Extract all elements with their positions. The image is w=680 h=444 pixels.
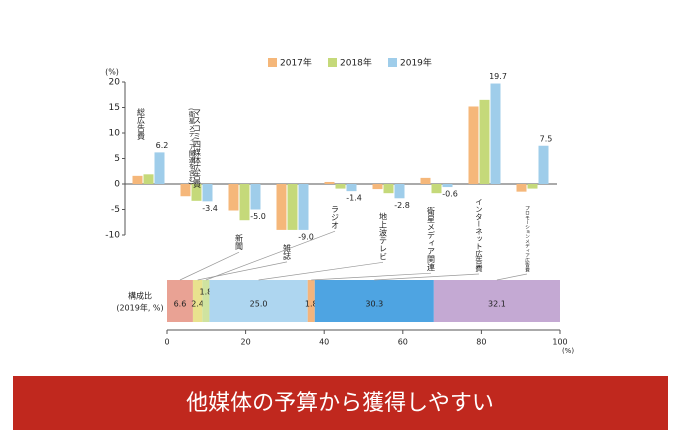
banner-text: 他媒体の予算から獲得しやすい (186, 391, 494, 416)
bar (468, 106, 479, 184)
bar (383, 184, 394, 194)
y-unit: (%) (105, 68, 119, 77)
bar (372, 184, 383, 190)
legend-swatch (268, 58, 277, 67)
connector (311, 272, 432, 281)
bar (420, 177, 431, 184)
bar (479, 99, 490, 184)
value-label: 19.7 (489, 72, 507, 81)
connector (374, 273, 480, 281)
bar (442, 184, 453, 188)
bar (228, 184, 239, 211)
value-label: -9.0 (298, 232, 314, 241)
segment-label: 30.3 (365, 300, 383, 309)
connector (179, 251, 240, 281)
value-label: -0.6 (442, 190, 458, 199)
legend-swatch (388, 58, 397, 67)
banner (13, 376, 668, 430)
x-tick-label: 100 (552, 338, 567, 347)
segment-label: 6.6 (174, 300, 187, 309)
connector (205, 230, 336, 281)
segment-label: 1.8 (305, 300, 318, 309)
connector (258, 261, 384, 281)
legend-label: 2017年 (280, 57, 312, 69)
bar (324, 181, 335, 184)
bar (527, 184, 538, 189)
y-tick-label: -5 (111, 205, 120, 215)
bar (298, 184, 309, 230)
category-label: 衛星メディア関連 (427, 206, 436, 272)
value-label: 7.5 (540, 134, 553, 143)
segment-label: 25.0 (250, 300, 268, 309)
y-label: 構成比 (128, 291, 152, 301)
annotation: (衛星メディア関連を含む) (187, 108, 195, 185)
x-tick-label: 20 (241, 338, 251, 347)
bar (154, 152, 165, 184)
bar (202, 184, 213, 202)
category-label: マスコミ四媒体広告費 (193, 108, 202, 189)
value-label: -3.4 (202, 204, 218, 213)
segment (202, 280, 210, 322)
x-tick-label: 80 (476, 338, 486, 347)
x-unit: (%) (562, 347, 574, 355)
legend-label: 2019年 (400, 57, 432, 69)
x-tick-label: 0 (164, 338, 169, 347)
bar (180, 184, 191, 197)
bar (490, 83, 501, 184)
category-label: 雑誌 (283, 243, 292, 260)
y-tick-label: 10 (109, 129, 121, 139)
y-tick-label: 0 (114, 180, 120, 190)
connector (496, 273, 528, 281)
connector (197, 261, 288, 281)
category-label: プロモーションメディア広告費 (525, 206, 530, 274)
value-label: -2.8 (394, 201, 410, 210)
segment-label: 32.1 (488, 300, 506, 309)
value-label: -1.4 (346, 194, 362, 203)
bar (335, 184, 346, 189)
bar (143, 174, 154, 184)
y-label: (2019年, %) (116, 303, 163, 313)
category-label: 地上波テレビ (379, 211, 388, 260)
bar (394, 184, 405, 199)
value-label: 6.2 (156, 141, 169, 150)
bar (431, 184, 442, 194)
segment (314, 280, 434, 322)
legend-swatch (328, 58, 337, 67)
bar (346, 184, 357, 192)
segment (433, 280, 560, 322)
bar (538, 145, 549, 184)
bar (276, 184, 287, 230)
legend-label: 2018年 (340, 57, 372, 69)
x-tick-label: 40 (319, 338, 329, 347)
y-tick-label: 15 (109, 103, 120, 113)
category-label: インターネット広告費 (475, 198, 484, 273)
bar (191, 184, 202, 201)
bar (239, 184, 250, 221)
segment-label: 2.4 (191, 300, 204, 309)
segment (307, 280, 315, 322)
y-tick-label: -10 (105, 231, 120, 241)
category-label: 総広告費 (137, 107, 146, 141)
segment (167, 280, 193, 322)
segment-label: 1.8 (200, 288, 213, 297)
bar (132, 175, 143, 184)
value-label: -5.0 (250, 212, 266, 221)
category-label: 新聞 (235, 233, 244, 251)
segment (209, 280, 308, 322)
y-tick-label: 5 (114, 154, 120, 164)
bar (250, 184, 261, 210)
bar (516, 184, 527, 192)
segment (192, 280, 203, 322)
x-tick-label: 60 (398, 338, 408, 347)
y-tick-label: 20 (109, 78, 121, 88)
bar (287, 184, 298, 230)
category-label: ラジオ (331, 205, 340, 229)
